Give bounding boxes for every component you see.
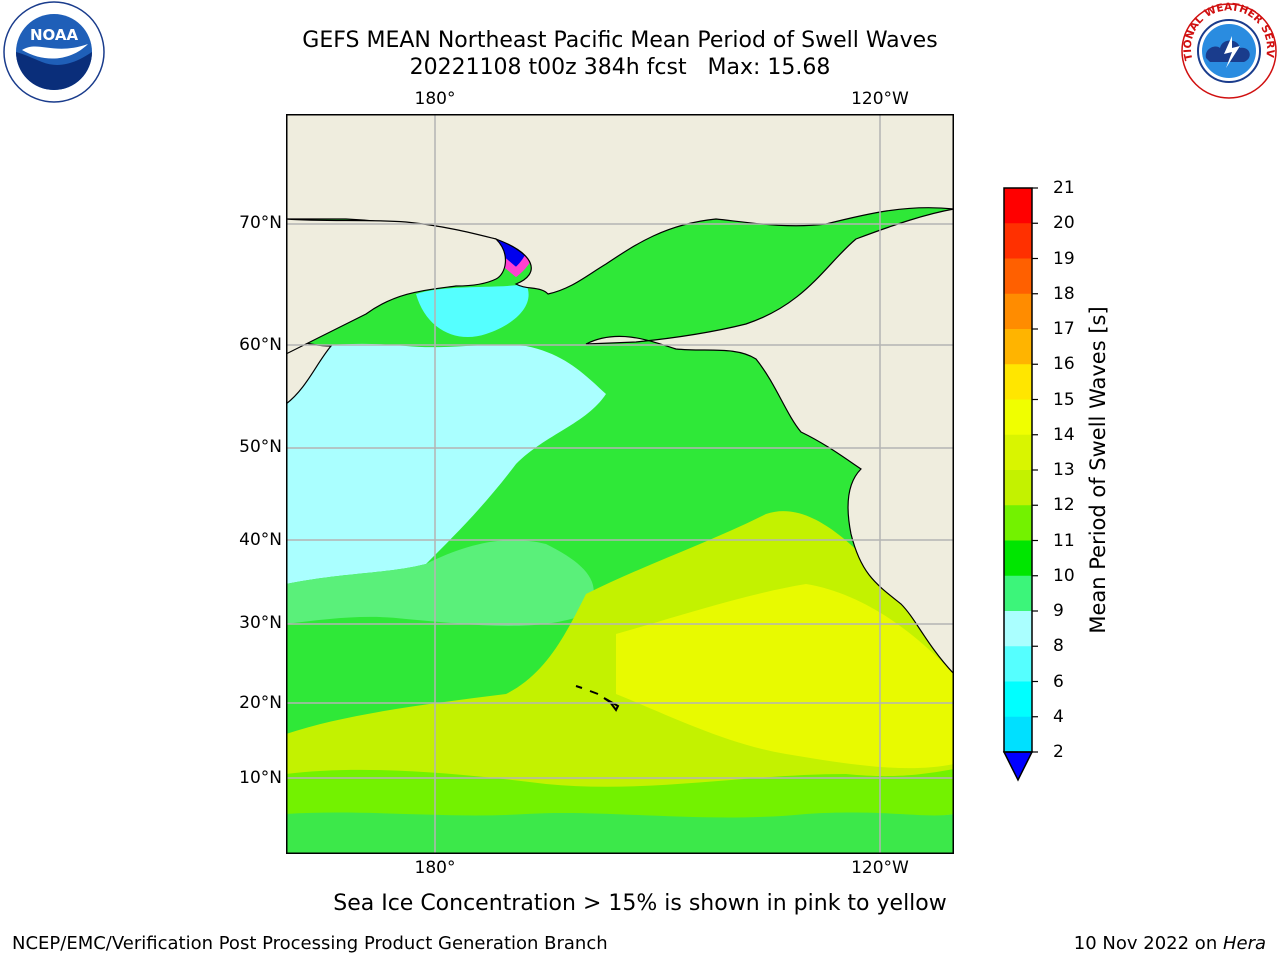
colorbar-tick-label: 13 — [1053, 460, 1075, 480]
lon-label-top-120w: 120°W — [851, 89, 909, 109]
colorbar-tick-label: 15 — [1053, 389, 1075, 410]
swell-field-cyan — [286, 343, 606, 584]
lat-label-20n: 20°N — [239, 693, 282, 713]
land-north-america-coast — [585, 114, 954, 675]
colorbar-tick-label: 11 — [1053, 530, 1075, 551]
colorbar-tick-label: 19 — [1053, 248, 1075, 269]
colorbar-tick-label: 2 — [1053, 742, 1064, 762]
colorbar-segment — [1004, 540, 1032, 577]
colorbar-tick-label: 12 — [1053, 495, 1075, 516]
colorbar-segment — [1004, 399, 1032, 436]
swell-field-cyan-north — [416, 284, 529, 338]
footer-credit: NCEP/EMC/Verification Post Processing Pr… — [12, 933, 608, 954]
swell-field-lightgreen — [286, 540, 594, 626]
colorbar-tick-label: 8 — [1053, 636, 1064, 657]
colorbar-segment — [1004, 470, 1032, 506]
colorbar-segment — [1004, 575, 1032, 612]
colorbar-tick-label: 18 — [1053, 283, 1075, 304]
lat-label-70n: 70°N — [239, 213, 282, 233]
colorbar-tick-label: 20 — [1053, 213, 1075, 234]
lat-label-10n: 10°N — [239, 768, 282, 788]
colorbar-tick-label: 16 — [1053, 354, 1075, 375]
lat-label-30n: 30°N — [239, 613, 282, 633]
swell-field-yellow — [616, 584, 954, 769]
swell-field-green-south — [286, 812, 954, 854]
lat-label-60n: 60°N — [239, 335, 282, 355]
colorbar-segment — [1004, 505, 1032, 541]
colorbar-tick-label: 6 — [1053, 671, 1064, 692]
colorbar-tick-label: 9 — [1053, 601, 1064, 621]
colorbar-tick-label: 17 — [1053, 319, 1075, 339]
sea-ice-note: Sea Ice Concentration > 15% is shown in … — [333, 891, 947, 916]
colorbar-segment — [1004, 258, 1032, 295]
gridlines — [286, 114, 954, 854]
colorbar-frame — [1003, 187, 1033, 753]
colorbar-segment — [1004, 611, 1032, 647]
colorbar-segment — [1004, 364, 1032, 400]
colorbar-tick-label: 21 — [1053, 178, 1075, 198]
colorbar-segment — [1004, 646, 1032, 682]
lon-label-bottom-180: 180° — [414, 858, 456, 878]
colorbar-tick-label: 14 — [1053, 424, 1075, 445]
colorbar-segment — [1004, 434, 1032, 471]
map-frame — [286, 114, 954, 854]
svg-text:NOAA: NOAA — [30, 26, 79, 44]
land-chukotka — [286, 218, 506, 355]
colorbar-segment — [1004, 223, 1032, 259]
footer-date: 10 Nov 2022 on Hera — [1073, 933, 1266, 954]
map-panel — [286, 114, 954, 854]
lon-label-bottom-120w: 120°W — [851, 858, 909, 878]
colorbar-segment — [1004, 681, 1032, 718]
colorbar — [1002, 187, 1038, 782]
colorbar-segment — [1004, 188, 1032, 224]
swell-field-band — [286, 769, 954, 824]
colorbar-extend-arrow — [1002, 751, 1034, 782]
colorbar-segment — [1004, 329, 1032, 365]
colorbar-tick-label: 10 — [1053, 565, 1075, 586]
colorbar-segment — [1004, 716, 1032, 753]
colorbar-segment — [1004, 293, 1032, 330]
chart-subtitle: 20221108 t00z 384h fcst Max: 15.68 — [409, 55, 831, 80]
nws-logo: NATIONAL WEATHER SERVICE — [1180, 2, 1277, 99]
colorbar-tick-label: 4 — [1053, 706, 1064, 727]
lat-label-50n: 50°N — [239, 437, 282, 457]
lon-label-top-180: 180° — [414, 89, 456, 109]
noaa-logo: NOAA — [3, 1, 105, 103]
footer-host: Hera — [1222, 933, 1266, 954]
lat-label-40n: 40°N — [239, 530, 282, 550]
chart-title: GEFS MEAN Northeast Pacific Mean Period … — [302, 28, 938, 53]
